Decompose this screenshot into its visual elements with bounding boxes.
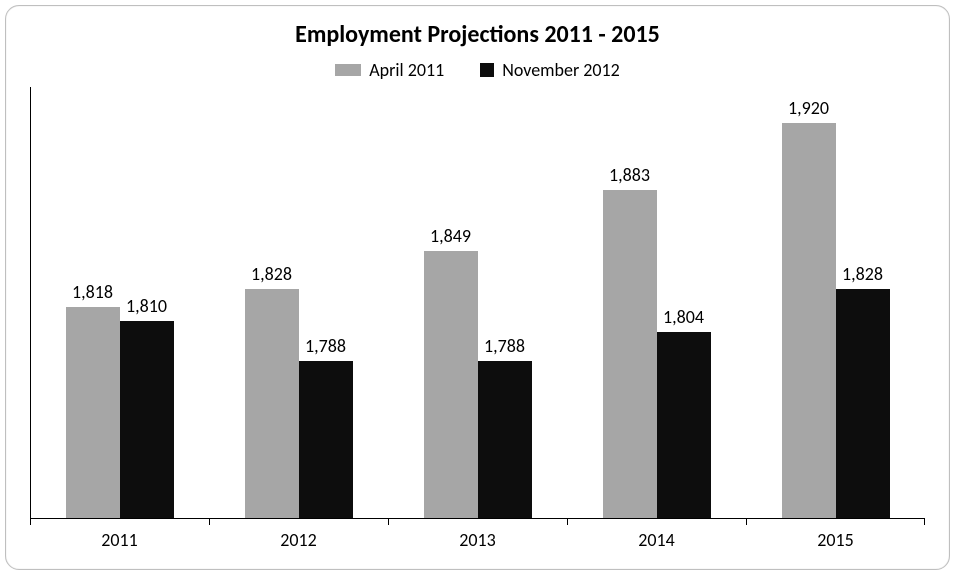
x-axis-cell: 2012 (209, 519, 388, 559)
x-axis-label: 2015 (746, 519, 925, 551)
bar: 1,828 (836, 263, 890, 519)
data-label: 1,828 (251, 263, 292, 289)
x-axis-label: 2014 (567, 519, 746, 551)
bar-fill (245, 289, 299, 519)
data-label: 1,883 (609, 164, 650, 190)
chart-frame: Employment Projections 2011 - 2015 April… (5, 5, 950, 570)
bar: 1,810 (120, 295, 174, 519)
bar-fill (120, 321, 174, 519)
data-label: 1,828 (842, 263, 883, 289)
bar-fill (424, 251, 478, 519)
x-axis-tick (746, 519, 747, 525)
bar-group: 1,920 1,828 (746, 87, 925, 519)
x-axis-tick (209, 519, 210, 525)
legend-label: April 2011 (369, 59, 444, 81)
bar-fill (836, 289, 890, 519)
bars-container: 1,818 1,810 1,828 1,788 1,849 1,788 1,883 1,804… (30, 87, 925, 519)
bar-fill (299, 361, 353, 519)
data-label: 1,788 (484, 335, 525, 361)
bar-fill (603, 190, 657, 519)
legend-item: November 2012 (480, 59, 620, 81)
bar-fill (478, 361, 532, 519)
legend-item: April 2011 (335, 59, 444, 81)
bar-fill (66, 307, 120, 519)
x-axis-label: 2013 (388, 519, 567, 551)
plot-area: 1,818 1,810 1,828 1,788 1,849 1,788 1,883 1,804… (30, 87, 925, 559)
bar: 1,788 (299, 335, 353, 519)
bar: 1,849 (424, 225, 478, 519)
legend-swatch (480, 63, 494, 77)
x-axis-cell: 2014 (567, 519, 746, 559)
x-axis-tick (388, 519, 389, 525)
x-axis-label: 2012 (209, 519, 388, 551)
x-axis-cell: 2013 (388, 519, 567, 559)
bar: 1,818 (66, 281, 120, 519)
bar: 1,883 (603, 164, 657, 519)
bar: 1,804 (657, 306, 711, 519)
legend-label: November 2012 (502, 59, 620, 81)
data-label: 1,849 (430, 225, 471, 251)
data-label: 1,818 (72, 281, 113, 307)
bar-group: 1,883 1,804 (567, 87, 746, 519)
bar-group: 1,849 1,788 (388, 87, 567, 519)
x-axis-labels: 20112012201320142015 (30, 519, 925, 559)
x-axis-label: 2011 (30, 519, 209, 551)
legend-swatch (335, 64, 361, 76)
bar: 1,828 (245, 263, 299, 519)
bar-fill (657, 332, 711, 519)
data-label: 1,804 (663, 306, 704, 332)
x-axis-cell: 2015 (746, 519, 925, 559)
x-axis-tick (567, 519, 568, 525)
x-axis-cell: 2011 (30, 519, 209, 559)
bar-group: 1,818 1,810 (30, 87, 209, 519)
x-axis-tick (30, 519, 31, 525)
legend: April 2011 November 2012 (24, 59, 931, 81)
bar: 1,920 (782, 97, 836, 519)
chart-title: Employment Projections 2011 - 2015 (24, 20, 931, 49)
bar: 1,788 (478, 335, 532, 519)
bar-group: 1,828 1,788 (209, 87, 388, 519)
data-label: 1,788 (305, 335, 346, 361)
data-label: 1,920 (788, 97, 829, 123)
data-label: 1,810 (126, 295, 167, 321)
bar-fill (782, 123, 836, 519)
